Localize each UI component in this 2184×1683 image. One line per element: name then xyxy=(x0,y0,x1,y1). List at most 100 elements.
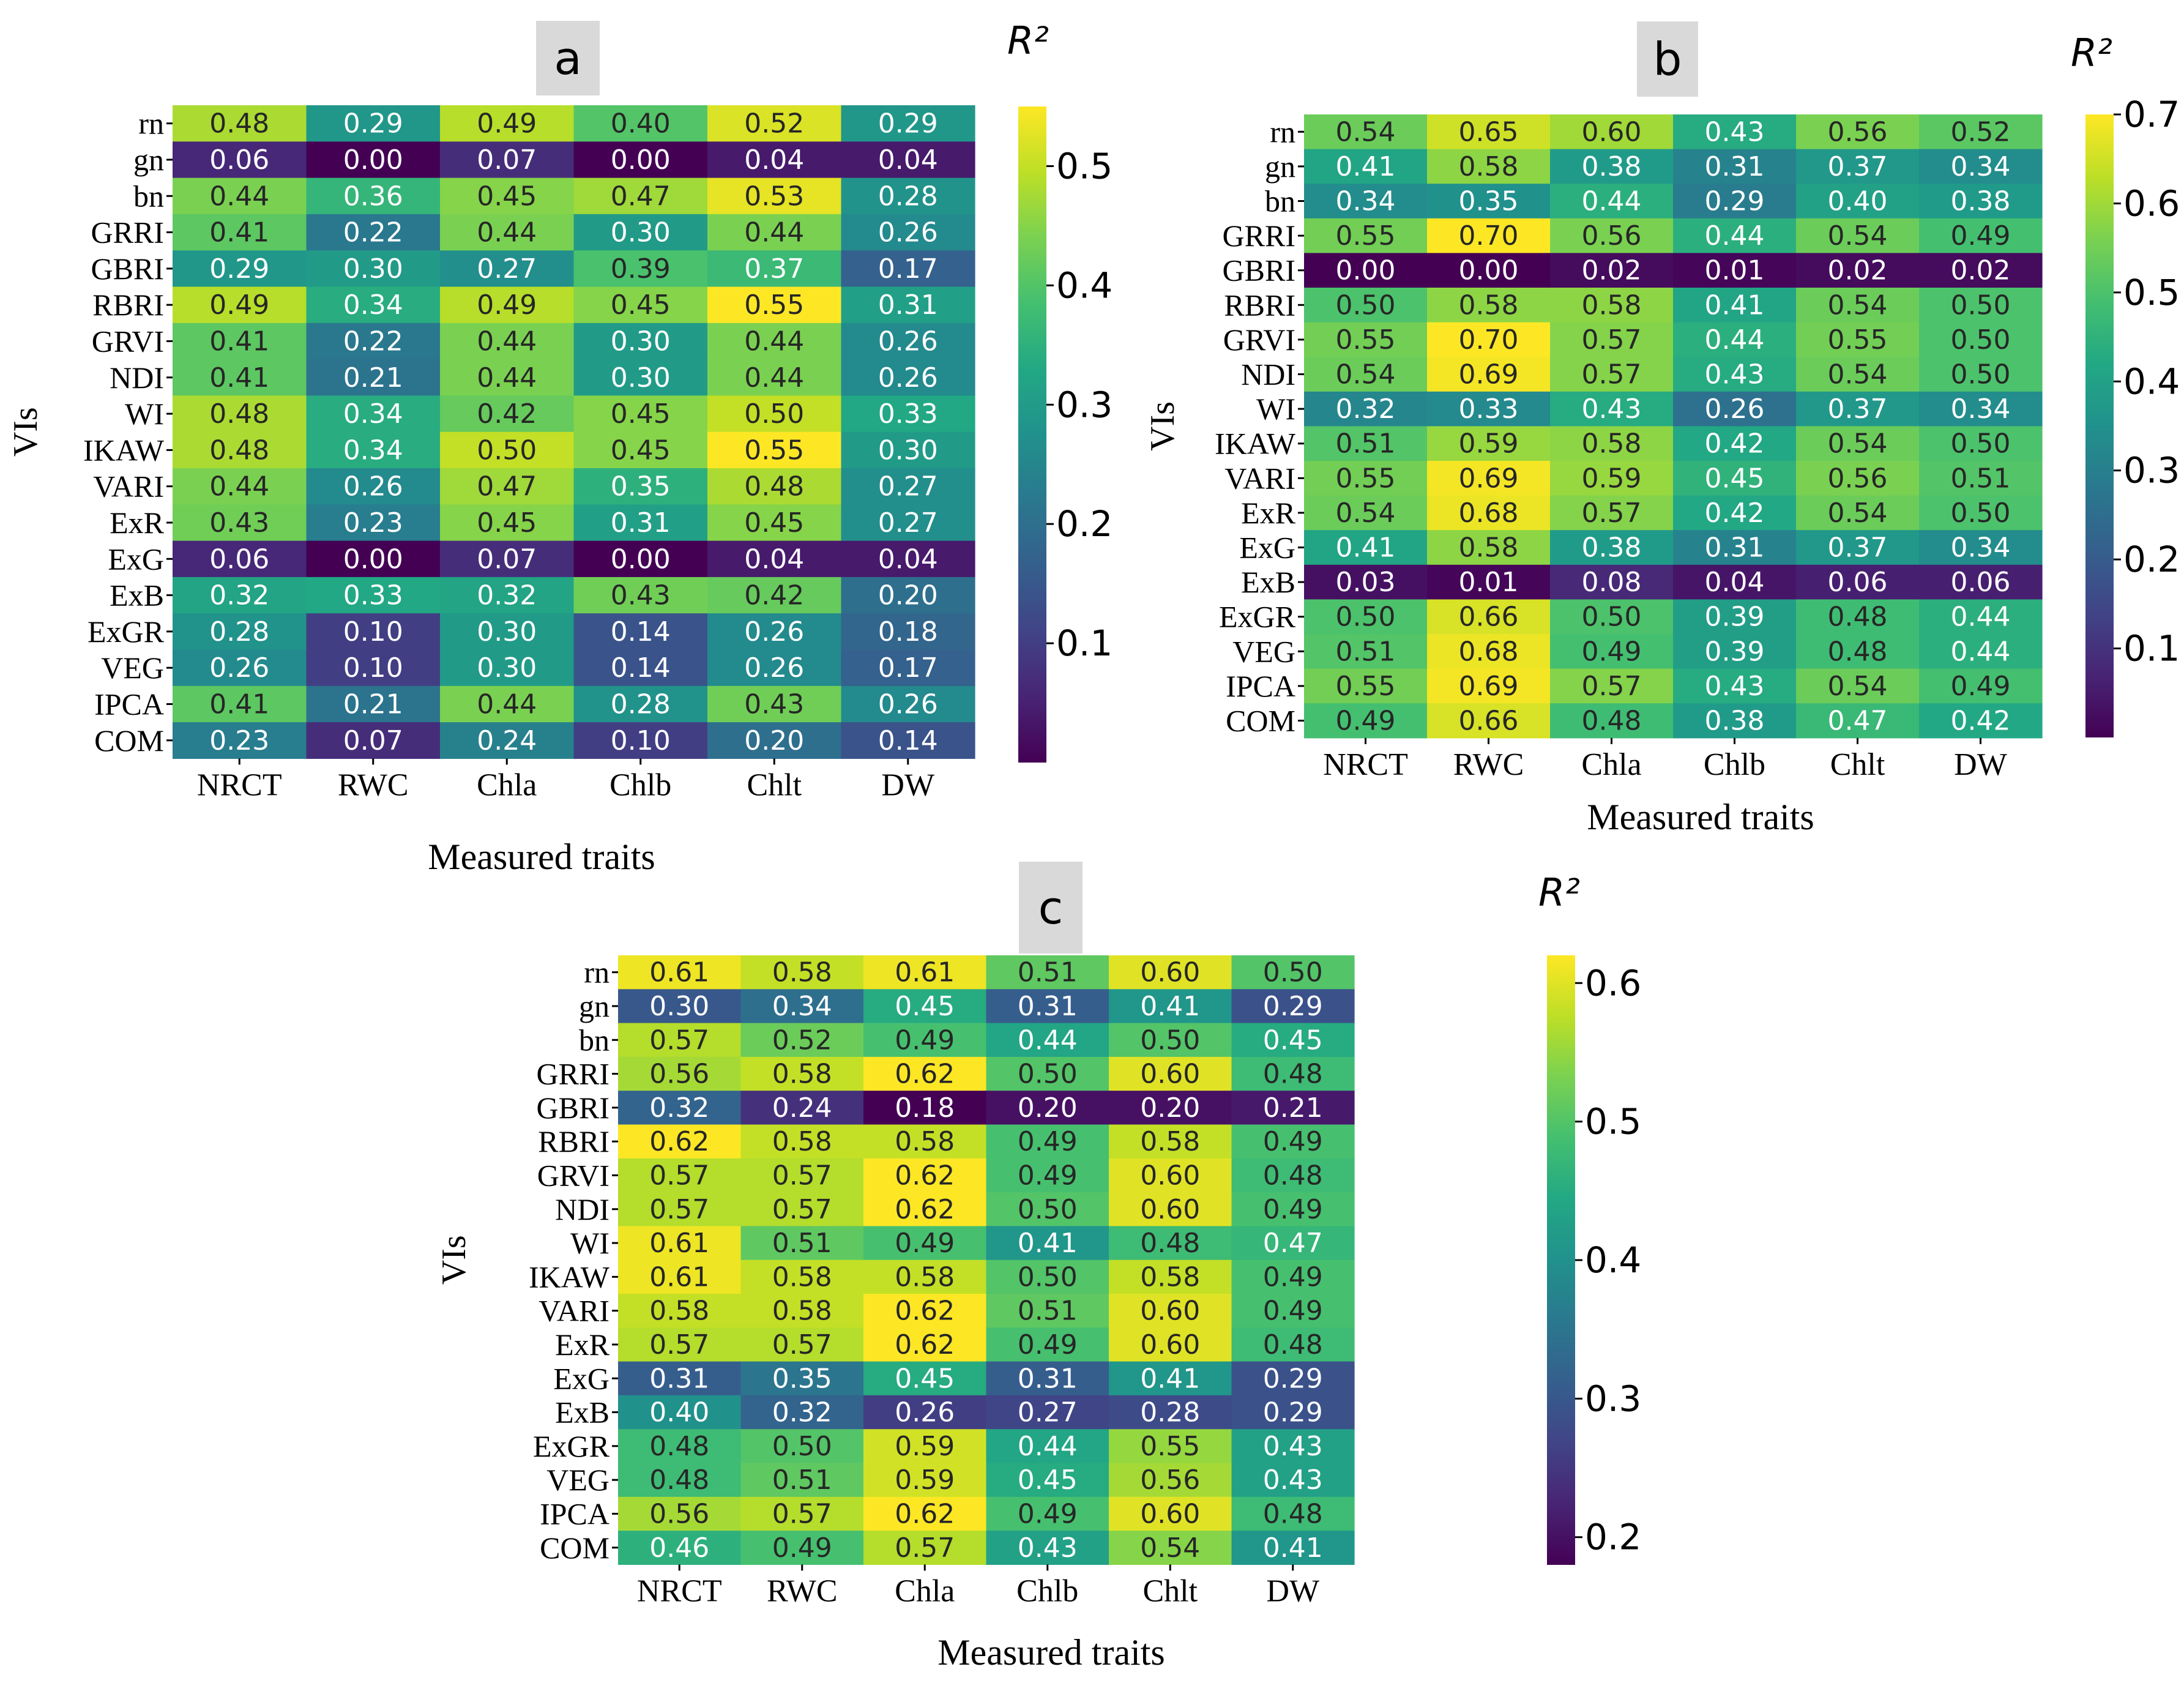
heatmap-cell xyxy=(841,105,975,142)
cell-value-label: 0.54 xyxy=(1336,116,1396,147)
cell-value-label: 0.38 xyxy=(1582,151,1642,182)
cell-value-label: 0.26 xyxy=(1705,394,1765,425)
cell-value-label: 0.44 xyxy=(209,181,269,212)
cell-value-label: 0.55 xyxy=(1336,324,1396,356)
cell-value-label: 0.45 xyxy=(611,435,671,466)
heatmap-cell xyxy=(618,1259,742,1294)
cell-value-label: 0.35 xyxy=(772,1363,832,1394)
heatmap-cell xyxy=(173,649,307,687)
cell-value-label: 0.57 xyxy=(649,1329,709,1360)
panel-label-tab xyxy=(1637,21,1698,97)
heatmap-cell xyxy=(1427,253,1551,288)
cell-value-label: 0.55 xyxy=(1336,463,1396,494)
heatmap-cell xyxy=(986,1124,1109,1159)
heatmap-cell xyxy=(1673,218,1797,253)
cell-value-label: 0.49 xyxy=(1263,1126,1323,1157)
cell-value-label: 0.43 xyxy=(1705,116,1765,147)
cell-value-label: 0.44 xyxy=(1705,324,1765,356)
heatmap-cell xyxy=(841,323,975,360)
cell-value-label: 0.14 xyxy=(878,725,938,756)
cell-value-label: 0.49 xyxy=(1263,1261,1323,1293)
heatmap-cell xyxy=(1919,426,2043,461)
cell-value-label: 0.49 xyxy=(772,1532,832,1564)
cell-value-label: 0.27 xyxy=(477,253,537,285)
cell-value-label: 0.62 xyxy=(895,1296,955,1327)
cell-value-label: 0.62 xyxy=(895,1059,955,1090)
cell-value-label: 0.54 xyxy=(1828,359,1888,390)
x-tick-label: RWC xyxy=(767,1573,838,1608)
cell-value-label: 0.10 xyxy=(611,725,671,756)
heatmap-cell xyxy=(1304,564,1428,600)
heatmap-cell xyxy=(1427,114,1551,150)
cell-value-label: 0.56 xyxy=(1582,220,1642,252)
heatmap-cell xyxy=(306,250,441,288)
heatmap-cell xyxy=(740,1023,864,1058)
heatmap-cell xyxy=(1919,703,2043,739)
heatmap-cell xyxy=(1919,114,2043,150)
cell-value-label: 0.60 xyxy=(1582,116,1642,147)
cell-value-label: 0.31 xyxy=(1018,1363,1078,1394)
cell-value-label: 0.41 xyxy=(209,326,269,357)
cell-value-label: 0.66 xyxy=(1459,602,1519,633)
x-tick-label: DW xyxy=(881,767,934,802)
heatmap-cell xyxy=(1919,634,2043,670)
heatmap-cell xyxy=(306,504,441,542)
heatmap-cell xyxy=(1304,461,1428,496)
cell-value-label: 0.49 xyxy=(1582,636,1642,667)
heatmap-cell xyxy=(1919,530,2043,565)
cell-value-label: 0.48 xyxy=(209,108,269,140)
y-tick-label: IKAW xyxy=(1215,427,1296,461)
heatmap-cell xyxy=(1673,564,1797,600)
cell-value-label: 0.49 xyxy=(895,1024,955,1056)
cell-value-label: 0.45 xyxy=(477,181,537,212)
y-tick-label: ExR xyxy=(1241,496,1296,530)
cell-value-label: 0.20 xyxy=(1140,1092,1200,1124)
heatmap-cell xyxy=(440,141,575,179)
heatmap-cell xyxy=(986,1259,1109,1294)
cell-value-label: 0.50 xyxy=(1951,324,2011,356)
heatmap-cell xyxy=(707,685,842,723)
cell-value-label: 0.50 xyxy=(1140,1024,1200,1056)
heatmap-cell xyxy=(707,286,842,324)
heatmap-cell xyxy=(1427,426,1551,461)
cell-value-label: 0.43 xyxy=(611,580,671,611)
colorbar xyxy=(2085,114,2114,737)
cell-value-label: 0.41 xyxy=(1705,289,1765,321)
heatmap-cell xyxy=(173,722,307,759)
heatmap-cell xyxy=(1919,495,2043,531)
cell-value-label: 0.48 xyxy=(1263,1329,1323,1360)
heatmap-cell xyxy=(1550,253,1674,288)
cell-value-label: 0.49 xyxy=(1951,220,2011,252)
heatmap-cell xyxy=(1427,530,1551,565)
heatmap-cell xyxy=(1673,634,1797,670)
heatmap-cell xyxy=(863,1056,987,1091)
cell-value-label: 0.33 xyxy=(1459,394,1519,425)
heatmap-cell xyxy=(1427,668,1551,704)
cell-value-label: 0.61 xyxy=(649,1228,709,1259)
heatmap-cell xyxy=(440,577,575,614)
cell-value-label: 0.58 xyxy=(1140,1126,1200,1157)
heatmap-cell xyxy=(986,1091,1109,1125)
heatmap-cell xyxy=(1550,530,1674,565)
cell-value-label: 0.50 xyxy=(1951,498,2011,529)
cell-value-label: 0.45 xyxy=(1018,1465,1078,1496)
cell-value-label: 0.44 xyxy=(744,217,804,248)
cell-value-label: 0.45 xyxy=(1705,463,1765,494)
heatmap-cell xyxy=(1796,668,1920,704)
cell-value-label: 0.69 xyxy=(1459,671,1519,702)
y-tick-label: GRVI xyxy=(92,324,164,358)
heatmap-cell xyxy=(740,1327,864,1362)
heatmap-cell xyxy=(1550,149,1674,184)
cell-value-label: 0.50 xyxy=(1018,1194,1078,1225)
cell-value-label: 0.26 xyxy=(209,652,269,684)
heatmap-cell xyxy=(1550,703,1674,739)
cell-value-label: 0.46 xyxy=(649,1532,709,1564)
colorbar-tick-label: 0.2 xyxy=(1056,503,1112,545)
heatmap-cell xyxy=(1427,703,1551,739)
cell-value-label: 0.01 xyxy=(1459,567,1519,598)
heatmap-cell xyxy=(618,1429,742,1464)
cell-value-label: 0.62 xyxy=(895,1498,955,1529)
cell-value-label: 0.54 xyxy=(1336,359,1396,390)
y-tick-label: IPCA xyxy=(94,687,164,721)
colorbar-tick-label: 0.6 xyxy=(1585,962,1641,1004)
